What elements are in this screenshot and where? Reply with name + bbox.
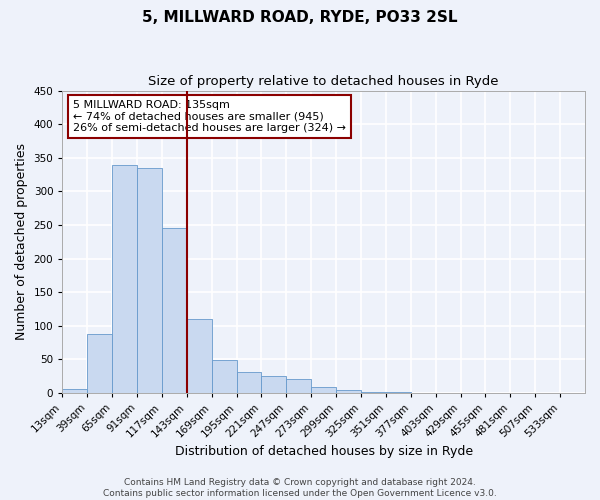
Bar (212, 360, 236, 393)
Title: Size of property relative to detached houses in Ryde: Size of property relative to detached ho… (148, 75, 499, 88)
Bar (137, 168, 162, 393)
Bar (112, 164, 137, 393)
Bar (187, 319, 212, 393)
Bar (262, 376, 286, 393)
Y-axis label: Number of detached properties: Number of detached properties (15, 144, 28, 340)
Bar (162, 228, 187, 393)
Text: 5 MILLWARD ROAD: 135sqm
← 74% of detached houses are smaller (945)
26% of semi-d: 5 MILLWARD ROAD: 135sqm ← 74% of detache… (73, 100, 346, 133)
Bar (311, 387, 336, 393)
Bar (286, 379, 311, 393)
Bar (336, 390, 361, 393)
Bar (236, 372, 262, 393)
Bar (87, 334, 112, 393)
Bar (62, 389, 87, 393)
X-axis label: Distribution of detached houses by size in Ryde: Distribution of detached houses by size … (175, 444, 473, 458)
Bar (386, 392, 411, 393)
Text: Contains HM Land Registry data © Crown copyright and database right 2024.
Contai: Contains HM Land Registry data © Crown c… (103, 478, 497, 498)
Text: 5, MILLWARD ROAD, RYDE, PO33 2SL: 5, MILLWARD ROAD, RYDE, PO33 2SL (142, 10, 458, 25)
Bar (361, 392, 386, 393)
